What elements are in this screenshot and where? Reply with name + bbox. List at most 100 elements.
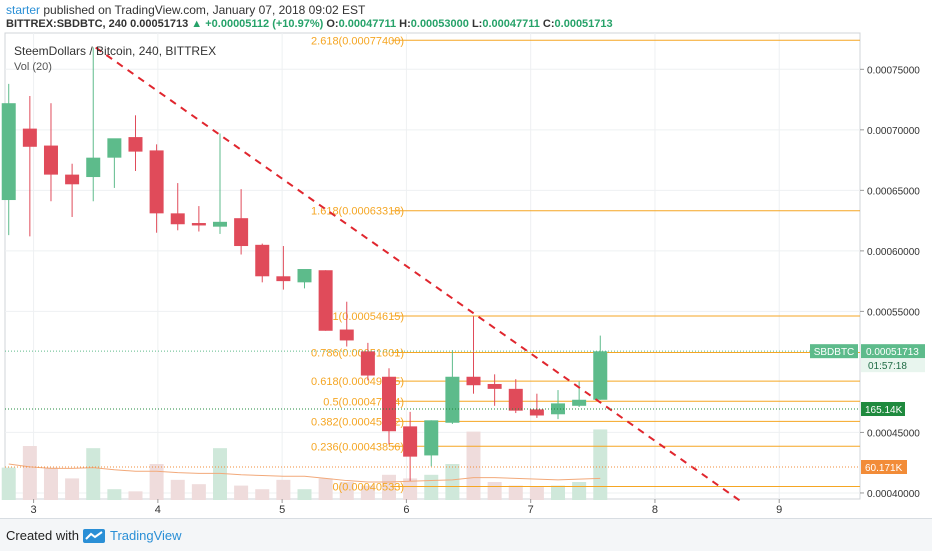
- symbol-tag-label: SBDBTC: [814, 347, 855, 358]
- footer-bar: Created with TradingView: [0, 518, 932, 551]
- low-value: 0.00047711: [482, 18, 540, 30]
- symbol-label: BITTREX:SBDBTC, 240: [6, 18, 128, 30]
- price-chart[interactable]: 2.618(0.00077400) 1.618(0.00063318) 1(0.00…: [0, 0, 932, 518]
- x-tick-label: 9: [776, 504, 782, 516]
- last-price: 0.00051713: [130, 18, 189, 30]
- high-value: 0.00053000: [410, 18, 469, 30]
- candle-body: [149, 150, 164, 214]
- candle-body: [1, 103, 16, 201]
- candle-body: [487, 384, 502, 389]
- ohlc-line: BITTREX:SBDBTC, 240 0.00051713 ▲ +0.0000…: [6, 18, 613, 30]
- volume-bar: [149, 464, 164, 500]
- created-with-label: Created with: [6, 528, 79, 543]
- candle-body: [43, 145, 58, 175]
- candle-body: [508, 388, 523, 411]
- x-tick-label: 6: [403, 504, 409, 516]
- volume-bar: [22, 446, 37, 500]
- fib-level-label: 0.618(0.00049235): [311, 376, 404, 388]
- volume-tag: [861, 402, 905, 416]
- x-tick-label: 4: [155, 504, 161, 516]
- volume-bar: [170, 479, 185, 500]
- x-tick-label: 5: [279, 504, 285, 516]
- volume-bar: [255, 489, 270, 500]
- x-tick-label: 3: [31, 504, 37, 516]
- candle-body: [297, 269, 312, 283]
- last-price-tag: [861, 344, 925, 359]
- y-tick-label: 0.00060000: [867, 247, 920, 258]
- volume-bar: [572, 482, 587, 500]
- candle-body: [276, 276, 291, 282]
- candle-body: [551, 403, 566, 415]
- candle-body: [403, 426, 418, 457]
- fib-level-label: 0.786(0.00051601): [311, 348, 404, 360]
- symbol-tag: [810, 344, 858, 359]
- volume-bar: [529, 487, 544, 500]
- volume-bar: [212, 448, 227, 500]
- candle-body: [128, 137, 143, 152]
- volume-bar: [43, 467, 58, 500]
- candle-body: [318, 270, 333, 331]
- high-label: H:: [399, 18, 411, 30]
- candle-body: [191, 223, 206, 226]
- fib-level-label: 0(0.00040533): [332, 481, 404, 493]
- volume-bar: [128, 491, 143, 500]
- candle-body: [22, 128, 37, 147]
- publish-text: published on TradingView.com, January 07…: [43, 3, 366, 17]
- volume-bar: [191, 484, 206, 500]
- fib-level-label: 1(0.00054615): [332, 311, 404, 323]
- volume-ma-tag-label: 60.171K: [865, 463, 903, 474]
- volume-tag-label: 165.14K: [865, 405, 903, 416]
- publish-line: starter published on TradingView.com, Ja…: [6, 3, 365, 17]
- candle-body: [65, 174, 80, 185]
- close-value: 0.00051713: [554, 18, 613, 30]
- volume-bar: [276, 479, 291, 500]
- volume-bar: [339, 482, 354, 500]
- author-link[interactable]: starter: [6, 3, 41, 17]
- candle-body: [234, 218, 249, 247]
- volume-bar: [508, 485, 523, 500]
- fib-level-label: 1.618(0.00063318): [311, 206, 404, 218]
- volume-bar: [445, 464, 460, 500]
- y-tick-label: 0.00075000: [867, 65, 920, 76]
- x-tick-label: 8: [652, 504, 658, 516]
- volume-legend: Vol (20): [14, 61, 52, 73]
- volume-bar: [593, 429, 608, 500]
- y-tick-label: 0.00070000: [867, 126, 920, 137]
- volume-bar: [466, 431, 481, 500]
- candle-body: [593, 351, 608, 400]
- y-tick-label: 0.00055000: [867, 307, 920, 318]
- volume-bar: [234, 485, 249, 500]
- candle-body: [360, 351, 375, 376]
- open-label: O:: [326, 18, 339, 30]
- tradingview-logo-icon: [83, 529, 105, 543]
- candle-body: [424, 420, 439, 456]
- volume-bar: [297, 489, 312, 500]
- candle-body: [339, 329, 354, 341]
- volume-ma-line: [8, 463, 601, 483]
- candle-body: [170, 213, 185, 225]
- volume-bar: [551, 485, 566, 500]
- volume-bar: [65, 478, 80, 500]
- candle-body: [445, 376, 460, 423]
- candle-body: [107, 138, 122, 158]
- volume-bar: [86, 448, 101, 500]
- candle-body: [382, 376, 397, 432]
- volume-bar: [382, 474, 397, 500]
- open-value: 0.00047711: [338, 18, 397, 30]
- y-tick-label: 0.00040000: [867, 489, 920, 500]
- y-tick-label: 0.00045000: [867, 428, 920, 439]
- candle-body: [466, 376, 481, 386]
- up-arrow-icon: ▲: [191, 18, 203, 30]
- volume-bar: [403, 478, 418, 500]
- x-tick-label: 7: [528, 504, 534, 516]
- fib-level-label: 2.618(0.00077400): [311, 35, 404, 47]
- candle-body: [86, 157, 101, 178]
- last-price-tag-label: 0.00051713: [866, 347, 919, 358]
- countdown-tag: [861, 358, 925, 373]
- close-label: C:: [542, 18, 555, 30]
- candle-body: [212, 221, 227, 227]
- tradingview-link[interactable]: TradingView: [110, 528, 182, 543]
- change-value: +0.00005112 (+10.97%): [205, 18, 324, 30]
- chart-legend-title: SteemDollars / Bitcoin, 240, BITTREX: [14, 44, 216, 58]
- fib-level-label: 0.382(0.00045912): [311, 416, 404, 428]
